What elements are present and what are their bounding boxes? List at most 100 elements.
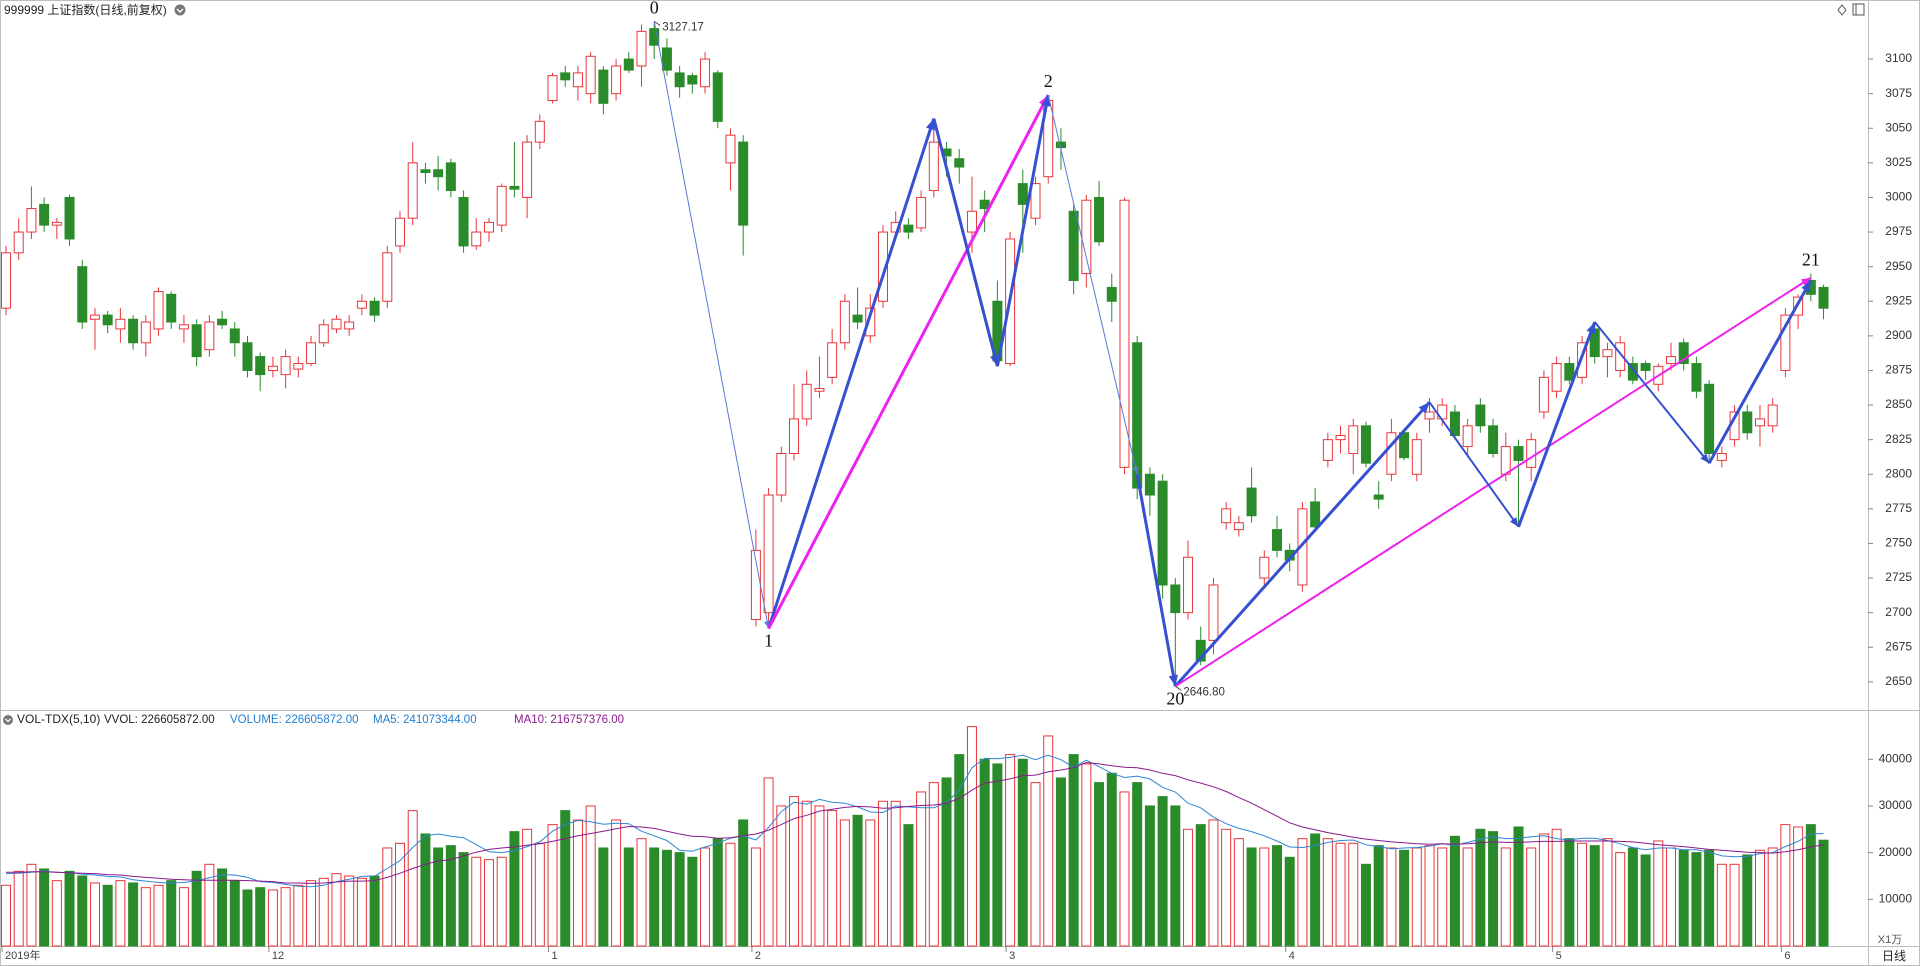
- candle-body: [1627, 363, 1638, 381]
- candle-body: [928, 141, 939, 192]
- pivot-label: 0: [650, 0, 659, 18]
- volume-bar: [1793, 826, 1804, 947]
- volume-bar: [204, 863, 215, 947]
- y-tick-label: 3100: [1885, 51, 1912, 65]
- candle-body: [1360, 425, 1371, 464]
- volume-bar: [1577, 842, 1588, 947]
- candle-body: [1475, 404, 1486, 427]
- candle-body: [395, 217, 406, 247]
- volume-bar: [738, 819, 749, 947]
- volume-bar: [1310, 833, 1321, 947]
- volume-bar: [1360, 863, 1371, 947]
- candle-body: [128, 318, 139, 344]
- volume-bar: [1666, 847, 1677, 947]
- volume-bar: [77, 875, 88, 947]
- candle-body: [1513, 446, 1524, 461]
- volume-bar: [483, 859, 494, 947]
- volume-bar: [1335, 842, 1346, 947]
- candle-body: [649, 28, 660, 46]
- candle-body: [611, 65, 622, 95]
- volume-bar: [1513, 826, 1524, 947]
- candle-body: [1119, 199, 1130, 468]
- y-tick-label: 2825: [1885, 432, 1912, 446]
- y-tick-label: 2700: [1885, 605, 1912, 619]
- indicator-menu-icon[interactable]: [3, 715, 13, 725]
- volume-bar: [1233, 838, 1244, 947]
- vol-y-tick-label: 20000: [1879, 845, 1913, 859]
- candle-body: [865, 307, 876, 337]
- arrow-head: [1132, 466, 1139, 475]
- x-tick-label: 4: [1289, 950, 1295, 962]
- volume-bar: [1272, 845, 1282, 947]
- candle-body: [242, 342, 253, 371]
- volume-bar: [661, 849, 672, 947]
- candle-body: [560, 72, 571, 81]
- candle-body: [1564, 363, 1575, 381]
- price-note-pointer: [653, 21, 661, 26]
- candle-body: [1462, 425, 1473, 448]
- candle-body: [572, 72, 583, 88]
- volume-bar: [1704, 849, 1715, 947]
- window-icon[interactable]: [1852, 3, 1865, 16]
- trend-line: [1707, 279, 1813, 464]
- candle-body: [636, 30, 647, 67]
- candle-body: [1780, 314, 1791, 371]
- volume-bar: [1297, 838, 1308, 947]
- volume-bar: [433, 847, 444, 947]
- volume-bar: [1526, 847, 1537, 947]
- volume-bar: [750, 847, 761, 947]
- x-tick-label: 3: [1009, 950, 1015, 962]
- volume-bar: [1589, 845, 1600, 947]
- candle-body: [1081, 199, 1092, 275]
- volume-bar: [1043, 735, 1054, 947]
- arrow-head: [1700, 453, 1710, 464]
- y-tick-label: 2675: [1885, 639, 1912, 653]
- candle-body: [1106, 286, 1117, 302]
- volume-bar: [560, 810, 571, 947]
- volume-bar: [1678, 849, 1689, 947]
- candle-body: [598, 69, 609, 104]
- arrow-head: [1586, 322, 1596, 335]
- candle-body: [229, 328, 240, 344]
- trend-line: [767, 118, 936, 630]
- candle-body: [509, 185, 520, 190]
- candle-body: [64, 196, 75, 240]
- candle-body: [1144, 473, 1155, 496]
- volume-bar: [522, 828, 533, 947]
- period-label[interactable]: 日线: [1882, 949, 1906, 963]
- volume-bar: [852, 814, 863, 947]
- candle-body: [776, 452, 787, 496]
- trend-line: [653, 21, 770, 629]
- candle-body: [1449, 411, 1460, 437]
- volume-bar: [1767, 847, 1778, 947]
- vol-y-tick-label: 30000: [1879, 798, 1913, 812]
- candle-body: [77, 266, 88, 323]
- volume-bar: [1284, 856, 1295, 947]
- candle-body: [1310, 501, 1321, 528]
- volume-bar: [1729, 863, 1740, 947]
- candle-body: [1754, 418, 1765, 427]
- volume-bar: [928, 782, 939, 947]
- y-tick-label: 2925: [1885, 293, 1912, 307]
- candle-body: [814, 387, 825, 392]
- candle-body: [356, 300, 367, 309]
- candle-body: [369, 300, 380, 316]
- candle-body: [445, 162, 456, 192]
- candle-body: [344, 321, 355, 330]
- volume-bar: [890, 800, 901, 947]
- x-tick-label: 2: [755, 950, 761, 962]
- candle-body: [1272, 529, 1282, 551]
- volume-bar: [331, 873, 342, 947]
- candle-body: [1221, 508, 1232, 524]
- candle-body: [827, 342, 838, 378]
- volume-bar: [13, 870, 24, 947]
- toggle-icon[interactable]: [1837, 4, 1847, 16]
- title-menu-icon[interactable]: [174, 4, 186, 16]
- volume-bar: [1462, 847, 1473, 947]
- trend-line: [1428, 401, 1520, 528]
- candle-body: [1348, 425, 1359, 454]
- candle-body: [1602, 349, 1613, 358]
- candle-body: [267, 365, 278, 371]
- candle-body: [1615, 342, 1626, 371]
- volume-bar: [26, 863, 37, 947]
